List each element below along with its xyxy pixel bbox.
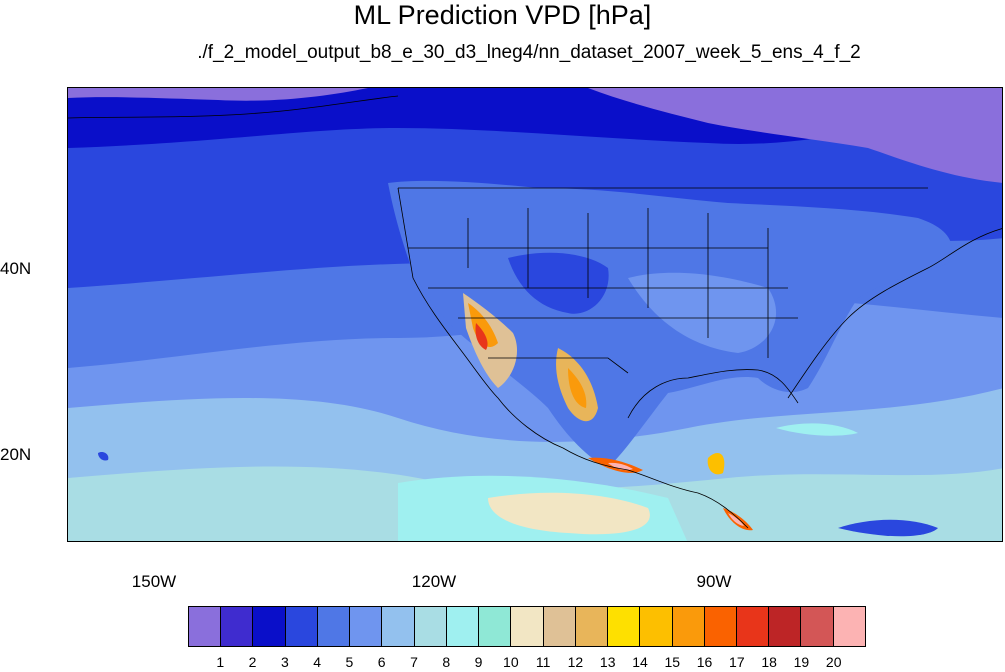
colorbar-tick-label: 10: [503, 654, 519, 670]
colorbar-tick-label: 8: [442, 654, 451, 670]
colorbar-tick-label: 14: [632, 654, 648, 670]
colorbar-tick-label: 4: [313, 654, 322, 670]
colorbar-swatch: [608, 607, 641, 646]
colorbar-swatch: [382, 607, 415, 646]
colorbar-swatch: [221, 607, 254, 646]
page-subtitle: ./f_2_model_output_b8_e_30_d3_lneg4/nn_d…: [197, 42, 861, 63]
colorbar-swatch: [801, 607, 834, 646]
colorbar-tick-label: 12: [567, 654, 584, 670]
colorbar-tick-label: 7: [410, 654, 418, 670]
colorbar-swatch: [736, 607, 770, 646]
colorbar-swatch: [833, 607, 865, 646]
colorbar-swatch: [285, 607, 318, 646]
x-tick-label-90w: 90W: [696, 572, 732, 591]
colorbar-tick-label: 19: [793, 654, 810, 670]
colorbar-tick-label: 13: [599, 654, 616, 670]
colorbar-swatch: [672, 607, 705, 646]
colorbar-swatch: [769, 607, 802, 646]
colorbar-swatch: [189, 607, 222, 646]
map-panel: [67, 87, 1003, 542]
colorbar-swatch: [479, 607, 512, 646]
colorbar-tick-label: 9: [474, 654, 483, 670]
colorbar-tick-label: 6: [377, 654, 386, 670]
page-title: ML Prediction VPD [hPa]: [353, 0, 652, 30]
x-tick-label-150w: 150W: [131, 572, 177, 591]
colorbar-tick-label: 11: [535, 654, 551, 670]
y-tick-label-40n: 40N: [0, 259, 32, 278]
colorbar-swatch: [317, 607, 351, 646]
colorbar-tick-label: 18: [761, 654, 777, 670]
y-tick-label-20n: 20N: [0, 445, 32, 464]
colorbar-tick-label: 15: [664, 654, 681, 670]
colorbar-swatch: [543, 607, 576, 646]
colorbar-swatch: [575, 607, 609, 646]
colorbar-tick-label: 20: [825, 654, 842, 670]
colorbar-swatch: [704, 607, 737, 646]
colorbar-tick-label: 3: [280, 654, 289, 670]
x-tick-label-120w: 120W: [411, 572, 457, 591]
colorbar-swatch: [350, 607, 383, 646]
colorbar-tick-label: 1: [216, 654, 225, 670]
colorbar-swatch: [511, 607, 544, 646]
colorbar-swatch: [446, 607, 480, 646]
colorbar-swatch: [253, 607, 286, 646]
colorbar: [188, 606, 866, 647]
colorbar-tick-label: 5: [345, 654, 354, 670]
colorbar-tick-label: 16: [696, 654, 713, 670]
colorbar-tick-label: 17: [729, 654, 745, 670]
vpd-field-map: [68, 88, 1002, 541]
colorbar-swatch: [640, 607, 673, 646]
colorbar-swatch: [414, 607, 447, 646]
colorbar-tick-label: 2: [248, 654, 257, 670]
